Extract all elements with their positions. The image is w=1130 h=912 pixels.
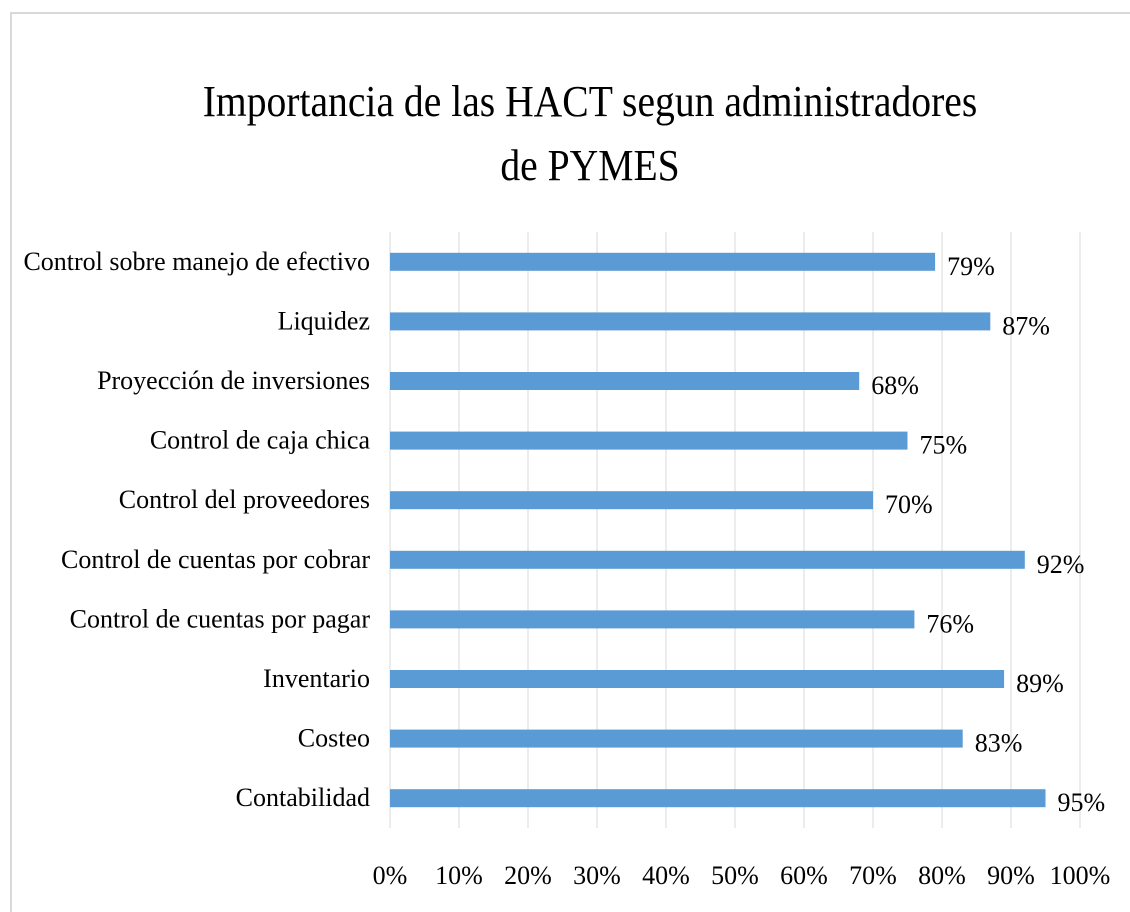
y-tick-label: Inventario [263,664,370,693]
bar [390,431,908,450]
y-tick-label: Control sobre manejo de efectivo [23,247,370,276]
x-tick-label: 80% [918,861,966,890]
x-tick-label: 40% [642,861,690,890]
y-tick-label: Liquidez [278,306,370,335]
chart-title: Importancia de las HACT segun administra… [202,77,978,190]
y-tick-label: Control de cuentas por cobrar [61,545,370,574]
bar [390,729,963,748]
data-label: 87% [1002,311,1050,340]
bar [390,312,991,331]
y-tick-label: Contabilidad [236,783,370,812]
data-label: 76% [926,609,974,638]
bar [390,789,1046,808]
y-tick-label: Control de caja chica [150,426,371,455]
bar [390,610,915,629]
x-tick-label: 90% [987,861,1035,890]
data-label: 89% [1016,669,1064,698]
y-tick-label: Control de cuentas por pagar [70,604,371,633]
data-label: 83% [975,729,1023,758]
x-tick-label: 0% [373,861,408,890]
x-tick-label: 50% [711,861,759,890]
data-label: 92% [1037,550,1085,579]
data-label: 95% [1058,788,1106,817]
data-label: 79% [947,252,995,281]
data-label: 68% [871,371,919,400]
y-tick-label: Proyección de inversiones [97,366,370,395]
x-tick-label: 70% [849,861,897,890]
x-tick-label: 20% [504,861,552,890]
x-tick-label: 60% [780,861,828,890]
chart-frame [10,12,1130,912]
data-label: 75% [920,431,968,460]
y-tick-label: Control del proveedores [119,485,370,514]
bar [390,372,860,390]
bar [390,670,1005,688]
bar [390,550,1025,569]
data-label: 70% [885,490,933,519]
x-tick-label: 100% [1050,861,1111,890]
x-tick-label: 30% [573,861,621,890]
bar [390,491,873,510]
bar [390,252,936,271]
y-tick-label: Costeo [298,724,370,753]
x-tick-label: 10% [435,861,483,890]
